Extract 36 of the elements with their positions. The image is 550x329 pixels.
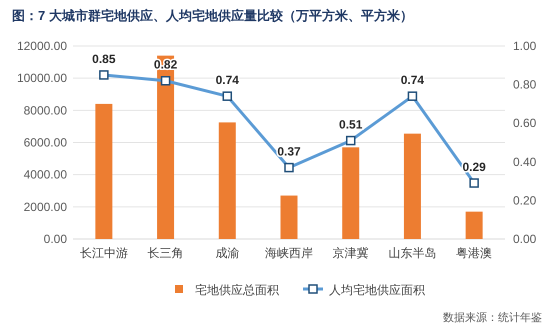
bar (404, 134, 421, 239)
bar (466, 212, 483, 239)
legend-label: 宅地供应总面积 (195, 283, 279, 297)
x-tick-label: 长江中游 (80, 246, 128, 260)
y-tick-label: 6000.00 (24, 136, 68, 150)
y2-tick-label: 0.40 (513, 154, 537, 169)
y2-tick-label: 1.00 (513, 39, 537, 53)
y-tick-label: 0.00 (44, 232, 68, 246)
data-label: 0.85 (92, 52, 116, 66)
data-label: 0.74 (400, 73, 424, 88)
y-tick-label: 12000.00 (16, 39, 68, 53)
data-label: 0.51 (339, 118, 363, 132)
y-tick-label: 10000.00 (16, 71, 68, 86)
data-label: 0.74 (216, 73, 240, 88)
bar (342, 147, 360, 239)
x-tick-label: 长三角 (148, 246, 184, 260)
bar (218, 122, 236, 239)
x-tick-label: 海峡西岸 (265, 246, 313, 260)
legend-label: 人均宅地供应面积 (329, 283, 425, 297)
y-tick-label: 2000.00 (24, 200, 68, 214)
x-tick-label: 粤港澳 (456, 246, 492, 260)
y2-tick-label: 0.00 (513, 232, 537, 246)
y2-tick-label: 0.60 (513, 116, 537, 130)
x-tick-label: 山东半岛 (388, 246, 436, 260)
y2-tick-label: 0.20 (513, 193, 537, 208)
data-label: 0.29 (462, 160, 486, 174)
data-label: 0.37 (277, 144, 301, 159)
y2-tick-label: 0.80 (513, 78, 537, 92)
source-note: 数据来源：统计年鉴 (443, 311, 542, 324)
bar (95, 104, 112, 239)
x-tick-label: 成渝 (215, 246, 240, 260)
bar (280, 196, 298, 239)
y-tick-label: 8000.00 (24, 103, 68, 118)
y-tick-label: 4000.00 (24, 168, 68, 182)
x-tick-label: 京津冀 (332, 246, 369, 260)
chart-title: 图：7 大城市群宅地供应、人均宅地供应量比较（万平方米、平方米） (12, 8, 413, 23)
